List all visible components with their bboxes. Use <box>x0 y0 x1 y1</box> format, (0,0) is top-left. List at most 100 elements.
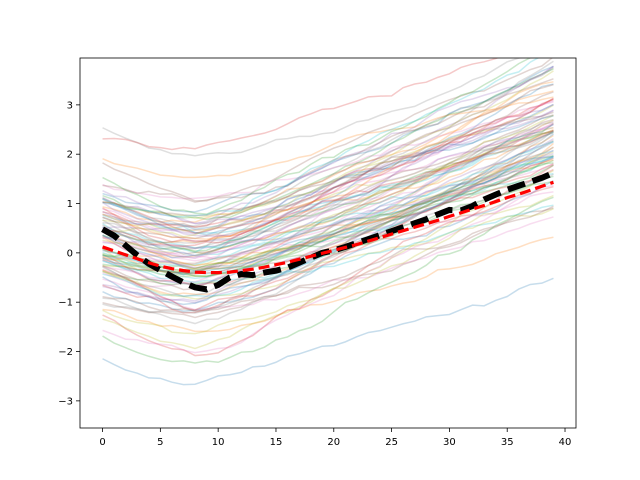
trajectory-line <box>102 191 554 261</box>
trajectory-line <box>102 130 554 325</box>
trajectory-line <box>102 172 554 257</box>
x-tick-label: 30 <box>443 437 456 448</box>
trajectory-line <box>102 121 554 276</box>
trajectory-line <box>102 131 554 252</box>
trajectory-line <box>102 162 554 269</box>
trajectory-line <box>102 138 554 269</box>
trajectory-line <box>102 65 554 225</box>
trajectory-line <box>102 122 554 256</box>
trajectory-line <box>102 168 554 275</box>
y-tick-label: −1 <box>58 298 73 309</box>
x-tick-label: 25 <box>385 437 398 448</box>
trajectory-line <box>102 156 554 266</box>
trajectory-line <box>102 97 554 243</box>
trajectory-line <box>102 205 554 312</box>
trajectory-line <box>102 152 554 250</box>
trajectory-line <box>102 155 554 275</box>
trajectory-line <box>102 196 554 364</box>
trajectory-line <box>102 83 554 236</box>
trajectory-line <box>102 103 554 259</box>
x-tick-label: 5 <box>157 437 163 448</box>
axes-frame <box>79 57 577 429</box>
trajectory-line <box>102 139 554 291</box>
trajectory-line <box>102 130 554 247</box>
trajectory-line <box>102 208 554 335</box>
trajectory-line <box>102 185 554 311</box>
x-tick-label: 10 <box>212 437 225 448</box>
trajectory-line <box>102 98 554 228</box>
trajectory-line <box>102 103 554 259</box>
trajectory-line <box>102 159 554 267</box>
trajectory-line <box>102 114 554 274</box>
y-tick-label: −2 <box>58 347 73 358</box>
y-tick-label: 1 <box>67 199 73 210</box>
trajectory-line <box>102 90 554 241</box>
trajectory-line <box>102 58 554 202</box>
trajectory-line <box>102 140 554 249</box>
x-tick-label: 40 <box>559 437 572 448</box>
trajectory-line <box>102 175 554 286</box>
trajectory-line <box>102 96 554 179</box>
trajectory-line <box>102 83 554 229</box>
trajectory-line <box>102 58 522 157</box>
trajectory-line <box>102 146 554 271</box>
trajectory-line <box>102 70 554 238</box>
trajectory-line <box>102 130 554 244</box>
trajectory-line <box>102 129 554 244</box>
trajectory-line <box>102 131 554 250</box>
trajectory-line <box>102 100 554 262</box>
trajectory-line <box>102 58 532 215</box>
axes: 0 5 10 15 20 25 30 35 40 −3 −2 −1 0 1 2 3 <box>58 57 577 448</box>
trajectory-line <box>102 101 554 200</box>
trajectory-line <box>102 68 554 221</box>
trajectory-line <box>102 173 554 298</box>
trajectory-line <box>102 124 554 237</box>
trajectory-line <box>102 157 554 314</box>
trajectory-line <box>102 164 554 357</box>
trajectory-line <box>102 122 554 288</box>
trajectory-line <box>102 115 554 230</box>
trajectory-line <box>102 129 554 234</box>
x-tick-label: 15 <box>270 437 283 448</box>
trajectory-line <box>102 142 554 274</box>
trajectory-line <box>102 162 554 270</box>
trajectory-line <box>102 122 554 260</box>
x-tick-label: 0 <box>99 437 105 448</box>
trajectory-line <box>102 151 554 267</box>
trajectory-line <box>102 78 554 203</box>
trajectory-line <box>102 98 554 235</box>
trajectory-line <box>102 109 554 243</box>
trajectory-line <box>102 81 554 224</box>
y-tick-label: 3 <box>67 100 73 111</box>
trajectory-line <box>102 216 554 311</box>
trajectory-line <box>102 67 554 227</box>
trajectory-line <box>102 126 554 232</box>
plot-area <box>101 58 555 386</box>
y-tick-label: 2 <box>67 150 73 161</box>
trajectory-line <box>102 114 554 256</box>
trajectory-line <box>102 109 554 225</box>
trajectory-line <box>102 149 554 302</box>
trajectory-line <box>102 60 554 249</box>
trajectory-line <box>102 131 554 254</box>
trajectory-line <box>102 184 554 354</box>
trajectory-line <box>102 159 554 275</box>
trajectory-line <box>102 58 540 218</box>
trajectory-line <box>102 91 554 240</box>
trajectory-line <box>102 111 554 217</box>
trajectory-line <box>102 194 554 300</box>
trajectory-line <box>102 118 554 265</box>
trajectory-line <box>102 154 554 272</box>
trajectory-line <box>102 128 554 258</box>
trajectory-line <box>102 236 554 333</box>
trajectory-line <box>102 104 554 220</box>
y-tick-label: −3 <box>58 396 73 407</box>
trajectory-line <box>102 119 554 278</box>
trajectory-line <box>102 207 554 319</box>
trajectory-line <box>102 123 554 272</box>
y-tick-label: 0 <box>67 248 73 259</box>
trajectory-line <box>102 180 554 312</box>
